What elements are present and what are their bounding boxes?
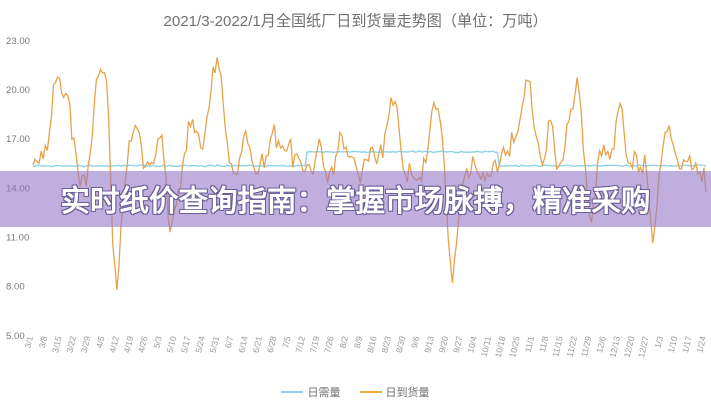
svg-text:17.00: 17.00	[6, 134, 30, 145]
svg-text:8.00: 8.00	[6, 282, 25, 293]
svg-text:5/31: 5/31	[208, 335, 222, 354]
svg-text:7/26: 7/26	[322, 335, 336, 354]
svg-text:23.00: 23.00	[6, 36, 30, 47]
svg-text:6/14: 6/14	[236, 335, 250, 354]
svg-text:12/13: 12/13	[607, 335, 622, 358]
svg-text:5/24: 5/24	[193, 335, 207, 354]
svg-text:5.00: 5.00	[6, 331, 25, 342]
svg-text:3/15: 3/15	[50, 335, 64, 354]
svg-text:11/1: 11/1	[523, 335, 536, 353]
svg-text:1/24: 1/24	[694, 335, 708, 354]
svg-text:5/10: 5/10	[165, 335, 179, 354]
svg-text:5/17: 5/17	[179, 335, 193, 354]
svg-text:7/19: 7/19	[308, 335, 322, 354]
svg-text:1/3: 1/3	[653, 335, 665, 349]
svg-text:8/30: 8/30	[394, 335, 408, 354]
svg-text:9/6: 9/6	[409, 335, 421, 349]
svg-text:11/8: 11/8	[537, 335, 550, 353]
svg-text:6/21: 6/21	[251, 335, 265, 354]
svg-text:10/18: 10/18	[493, 335, 508, 358]
svg-text:12/20: 12/20	[622, 335, 637, 358]
svg-text:7/5: 7/5	[280, 335, 292, 349]
svg-text:8/16: 8/16	[365, 335, 379, 354]
svg-text:3/29: 3/29	[79, 335, 93, 354]
svg-text:6/28: 6/28	[265, 335, 279, 354]
svg-text:4/19: 4/19	[122, 335, 136, 354]
svg-text:11/15: 11/15	[550, 335, 564, 358]
svg-text:12/27: 12/27	[636, 335, 651, 358]
svg-text:1/17: 1/17	[680, 335, 694, 354]
svg-text:8/2: 8/2	[338, 335, 350, 349]
svg-text:11.00: 11.00	[6, 233, 29, 244]
svg-text:9/13: 9/13	[422, 335, 436, 354]
svg-text:3/8: 3/8	[37, 335, 49, 349]
svg-text:8/9: 8/9	[352, 335, 364, 349]
svg-text:4/26: 4/26	[136, 335, 150, 354]
svg-text:11/22: 11/22	[565, 335, 579, 358]
svg-text:7/12: 7/12	[294, 335, 308, 354]
svg-text:5/3: 5/3	[151, 335, 163, 349]
svg-text:10/11: 10/11	[479, 335, 493, 358]
svg-text:6/7: 6/7	[223, 335, 235, 349]
svg-text:4/12: 4/12	[107, 335, 121, 354]
svg-text:11/29: 11/29	[579, 335, 593, 358]
svg-text:4/5: 4/5	[94, 335, 106, 349]
svg-text:20.00: 20.00	[6, 85, 30, 96]
svg-text:10/4: 10/4	[465, 335, 479, 354]
svg-text:1/10: 1/10	[666, 335, 680, 354]
svg-text:12/6: 12/6	[594, 335, 608, 354]
svg-text:8/23: 8/23	[379, 335, 393, 354]
svg-text:9/20: 9/20	[437, 335, 451, 354]
svg-text:3/1: 3/1	[23, 335, 35, 349]
svg-text:3/22: 3/22	[64, 335, 78, 354]
svg-text:9/27: 9/27	[451, 335, 465, 354]
svg-text:10/25: 10/25	[507, 335, 522, 358]
